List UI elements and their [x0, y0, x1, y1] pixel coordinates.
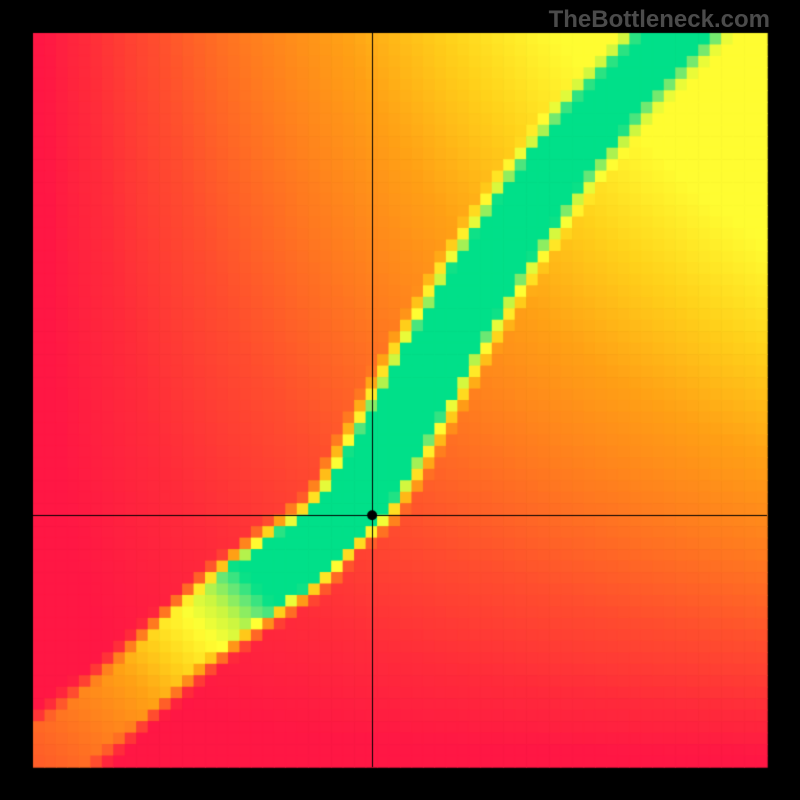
watermark-text: TheBottleneck.com: [549, 6, 770, 34]
bottleneck-heatmap: [0, 0, 800, 800]
chart-container: TheBottleneck.com: [0, 0, 800, 800]
